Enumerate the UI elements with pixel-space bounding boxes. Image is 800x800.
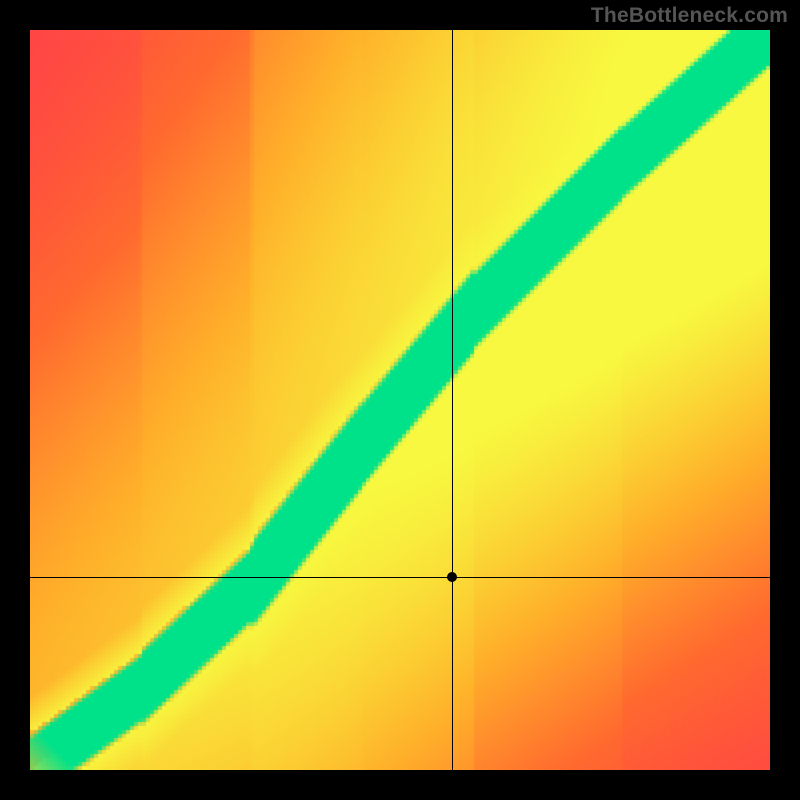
crosshair-horizontal (30, 577, 770, 578)
chart-container: { "watermark": { "text": "TheBottleneck.… (0, 0, 800, 800)
heatmap-plot (30, 30, 770, 770)
watermark-text: TheBottleneck.com (591, 4, 788, 28)
crosshair-vertical (452, 30, 453, 770)
heatmap-canvas (30, 30, 770, 770)
crosshair-marker (447, 572, 457, 582)
